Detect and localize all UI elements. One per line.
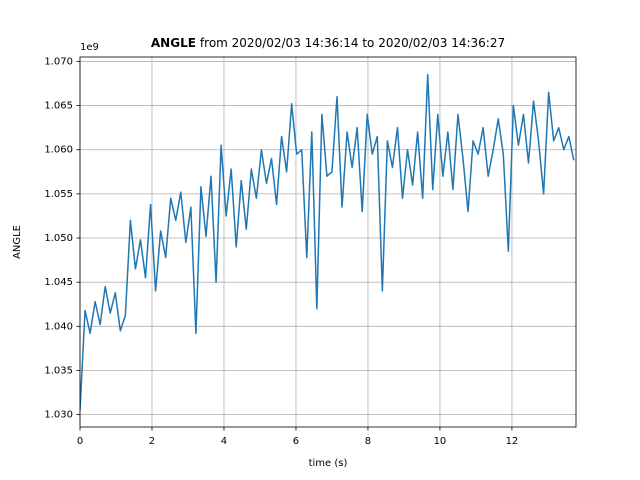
plot-frame (79, 56, 577, 428)
y-axis-label: ANGLE (12, 225, 23, 259)
y-tick-label: 1.065 (44, 101, 73, 112)
y-tick-label: 1.035 (44, 365, 73, 376)
x-tick-label: 12 (506, 436, 519, 447)
x-tick-label: 0 (77, 436, 83, 447)
x-tick-label: 2 (149, 436, 155, 447)
y-tick-label: 1.055 (44, 189, 73, 200)
y-tick-label: 1.045 (44, 277, 73, 288)
y-offset-label: 1e9 (80, 42, 99, 53)
y-tick-label: 1.060 (44, 145, 73, 156)
y-tick-label: 1.040 (44, 321, 73, 332)
x-tick-label: 10 (434, 436, 447, 447)
y-tick-label: 1.050 (44, 233, 73, 244)
x-tick-label: 4 (221, 436, 227, 447)
data-line (80, 73, 575, 411)
x-tick-label: 6 (293, 436, 299, 447)
x-tick-label: 8 (365, 436, 371, 447)
title-rest: from 2020/02/03 14:36:14 to 2020/02/03 1… (200, 36, 505, 50)
title-bold: ANGLE (151, 36, 196, 50)
y-tick-label: 1.070 (44, 56, 73, 67)
chart-title: ANGLE from 2020/02/03 14:36:14 to 2020/02… (151, 36, 505, 50)
x-axis-label: time (s) (309, 458, 348, 469)
y-tick-label: 1.030 (44, 410, 73, 421)
